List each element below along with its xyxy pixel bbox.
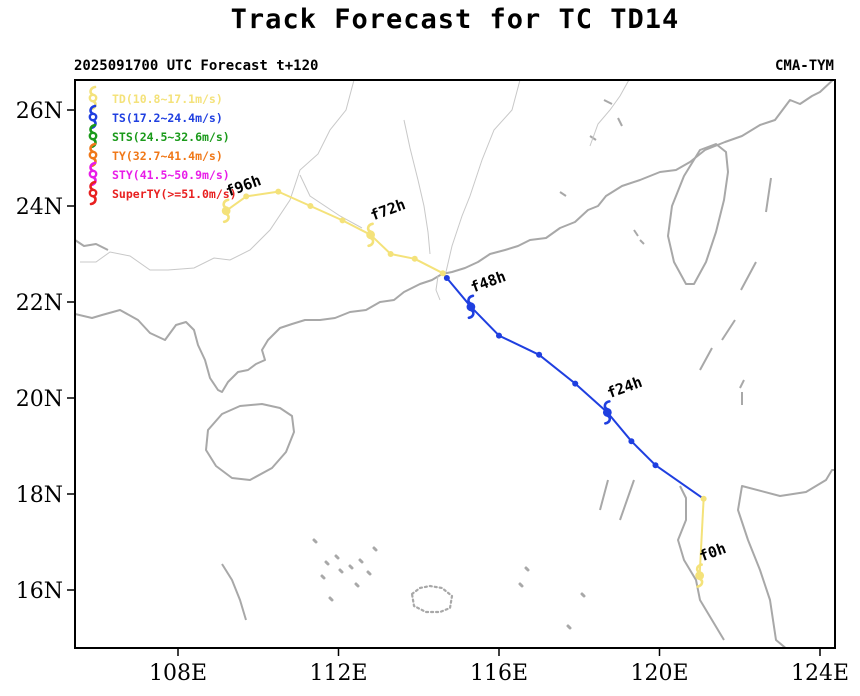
y-tick-label: 16N <box>16 579 63 604</box>
x-tick-label: 124E <box>791 661 849 686</box>
forecast-time-label: f48h <box>468 267 508 296</box>
track-point <box>443 275 450 281</box>
borders <box>80 80 630 301</box>
x-tick-label: 112E <box>309 661 367 686</box>
track-point <box>628 438 635 445</box>
y-tick-label: 24N <box>16 195 63 220</box>
china-coastline <box>75 80 835 393</box>
track-segment <box>574 382 609 414</box>
track-segment <box>369 234 392 255</box>
y-tick-label: 22N <box>16 291 63 316</box>
track-point <box>536 351 543 358</box>
legend: TD(10.8~17.1m/s) TS(17.2~24.4m/s) STS(24.5… <box>88 85 237 206</box>
ryukyu-islands <box>699 177 772 371</box>
track-segment <box>470 306 500 337</box>
track-point <box>275 188 282 195</box>
forecast-time-label: f72h <box>368 195 408 224</box>
track-segment <box>246 190 279 198</box>
track-segment <box>654 464 705 500</box>
y-tick-label: 20N <box>16 387 63 412</box>
x-tick-label: 120E <box>630 661 688 686</box>
track-segment <box>606 411 633 442</box>
track-segment <box>390 253 415 260</box>
hainan-island <box>205 403 295 481</box>
western-coast-strip <box>75 239 109 251</box>
legend-item-sty: STY(41.5~50.9m/s) <box>112 168 230 182</box>
legend-item-ty: TY(32.7~41.4m/s) <box>112 149 223 163</box>
x-tick-label: 108E <box>149 661 207 686</box>
track-point <box>496 332 502 339</box>
track-segment <box>698 498 705 576</box>
scattered-islets <box>312 538 586 630</box>
track-segment <box>277 190 311 207</box>
track-segment <box>446 277 472 308</box>
track-point <box>339 217 346 224</box>
legend-item-superty: SuperTY(>=51.0m/s) <box>112 187 237 201</box>
track-segment <box>538 354 576 385</box>
forecast-subtitle: 2025091700 UTC Forecast t+120 <box>74 58 319 74</box>
track-segment <box>342 219 372 236</box>
track-point <box>411 255 418 262</box>
track-point <box>307 203 314 209</box>
legend-item-ts: TS(17.2~24.4m/s) <box>112 111 223 125</box>
model-name: CMA-TYM <box>774 58 834 74</box>
track-segment <box>498 334 540 356</box>
luzon-strait-line <box>599 379 745 521</box>
coastlines <box>75 80 835 648</box>
vietnam-coast <box>221 563 247 621</box>
chart-title: Track Forecast for TC TD14 <box>230 4 680 35</box>
y-tick-label: 18N <box>16 483 63 508</box>
x-tick-label: 116E <box>470 661 528 686</box>
track-point <box>652 462 659 469</box>
taiwan-strait-islets <box>633 229 645 245</box>
track-point <box>387 251 394 257</box>
legend-item-td: TD(10.8~17.1m/s) <box>112 92 223 106</box>
track-segment <box>630 440 657 466</box>
plot-frame <box>74 79 836 649</box>
luzon-island <box>677 469 835 648</box>
y-tick-label: 26N <box>16 99 63 124</box>
track-point <box>439 270 446 277</box>
track-segment <box>414 257 444 275</box>
taiwan-island <box>667 143 729 285</box>
islets-north <box>559 99 623 197</box>
track-segment <box>310 205 343 222</box>
track-point <box>572 380 579 387</box>
track-point <box>243 193 250 200</box>
legend-item-sts: STS(24.5~32.6m/s) <box>112 130 230 144</box>
forecast-time-label: f24h <box>605 373 645 402</box>
axis-ticks: 108E 112E 116E 120E 124E 16N 18N 20N 22N 24N 26N <box>16 99 849 686</box>
track-point <box>700 495 707 502</box>
